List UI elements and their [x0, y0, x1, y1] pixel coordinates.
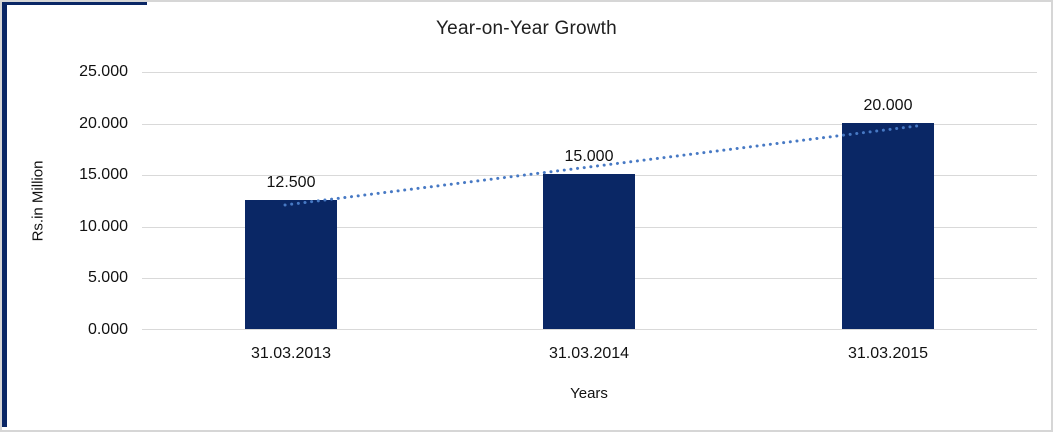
- y-tick-label: 20.000: [79, 115, 128, 132]
- gridline: [142, 72, 1037, 73]
- bar: [842, 122, 934, 329]
- bar: [543, 174, 635, 329]
- gridline: [142, 329, 1037, 330]
- y-tick-label: 25.000: [79, 63, 128, 80]
- y-tick-label: 10.000: [79, 218, 128, 235]
- y-tick-label: 5.000: [87, 269, 128, 286]
- bar-value-label: 20.000: [863, 96, 913, 114]
- chart-title: Year-on-Year Growth: [436, 18, 617, 39]
- x-axis-label: Years: [570, 385, 608, 402]
- plot-area: 12.500 15.000 20.000: [142, 72, 1037, 330]
- gridline: [142, 124, 1037, 125]
- bar-value-label: 12.500: [266, 174, 316, 191]
- trendline: [283, 124, 922, 207]
- bar-value-label: 15.000: [564, 148, 614, 166]
- x-tick-label: 31.03.2014: [548, 345, 630, 362]
- chart-border-left-accent: [2, 2, 7, 427]
- chart-border-top-accent: [2, 2, 147, 5]
- x-tick-label: 31.03.2013: [250, 345, 332, 362]
- x-tick-label: 31.03.2015: [847, 345, 929, 362]
- y-tick-label: 0.000: [87, 321, 128, 338]
- bar: [245, 200, 337, 329]
- y-tick-label: 15.000: [79, 166, 128, 183]
